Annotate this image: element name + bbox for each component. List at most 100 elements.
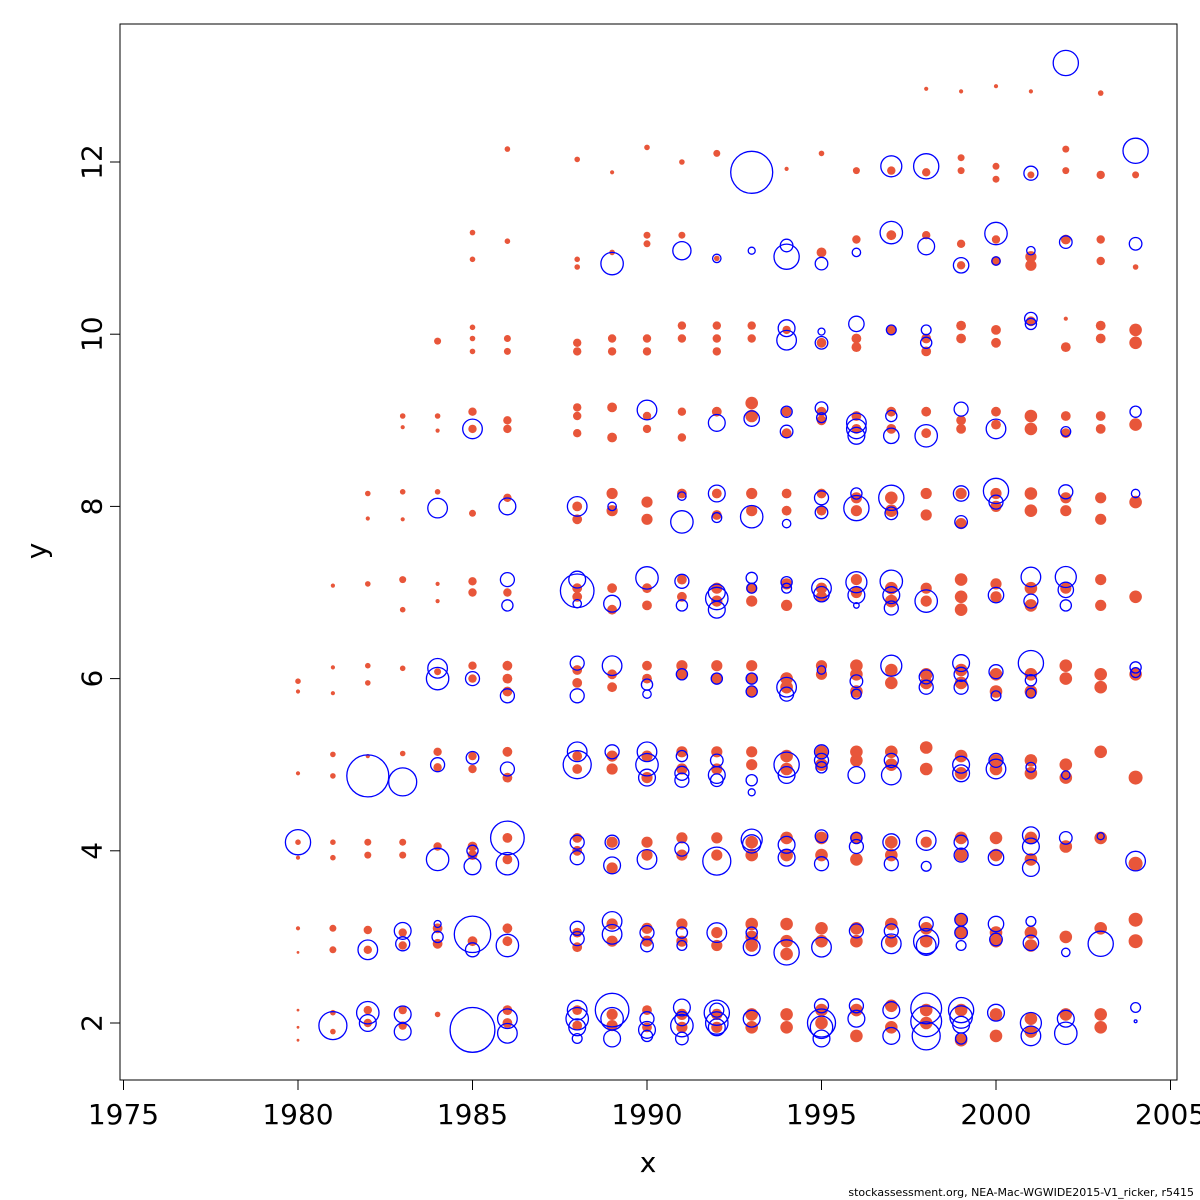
bubble-positive [677, 591, 687, 602]
bubble-positive [365, 581, 371, 587]
bubble-negative [464, 942, 481, 958]
bubble-negative [953, 834, 969, 850]
bubble-positive [296, 951, 300, 954]
bubble-negative [569, 655, 585, 671]
bubble-positive [330, 751, 336, 758]
bubble-positive [1129, 336, 1142, 350]
bubble-negative [986, 1003, 1006, 1022]
bubble-positive [330, 583, 335, 588]
bubble-negative [465, 750, 480, 765]
bubble-negative [777, 848, 796, 867]
bubble-positive [1060, 234, 1071, 245]
bubble-positive [330, 691, 335, 696]
bubble-positive [642, 334, 652, 343]
bubble-negative [952, 764, 971, 783]
bubble-positive [885, 491, 898, 505]
bubble-negative [1060, 425, 1072, 438]
bubble-positive [1062, 145, 1070, 153]
bubble-negative [952, 485, 970, 502]
bubble-negative [675, 926, 689, 939]
bubble-positive [606, 1008, 618, 1021]
bubble-positive [399, 606, 406, 613]
bubble-negative [1059, 599, 1073, 612]
bubble-positive [920, 595, 932, 607]
bubble-positive [851, 333, 862, 344]
bubble-negative [569, 834, 585, 850]
bubble-positive [330, 665, 335, 670]
bubble-negative [604, 834, 620, 850]
bubble-positive [1059, 672, 1073, 685]
bubble-negative [388, 767, 418, 797]
bubble-positive [815, 591, 828, 603]
bubble-positive [642, 411, 652, 421]
bubble-positive [992, 162, 1000, 170]
bubble-negative [813, 490, 830, 506]
bubble-positive [574, 264, 580, 270]
bubble-positive [469, 348, 476, 355]
bubble-positive [1024, 422, 1038, 436]
bubble-positive [921, 333, 932, 344]
bubble-negative [985, 418, 1007, 440]
bubble-negative [594, 992, 630, 1028]
bubble-positive [1024, 581, 1038, 595]
bubble-positive [610, 170, 615, 175]
bubble-negative [1056, 1009, 1075, 1028]
x-axis-label: x [640, 1146, 657, 1179]
bubble-negative [742, 1009, 761, 1028]
bubble-negative [879, 220, 904, 245]
bubble-negative [1024, 674, 1038, 687]
bubble-negative [569, 920, 585, 936]
bubble-positive [956, 261, 966, 270]
bubble-negative [914, 423, 939, 448]
bubble-negative [464, 670, 481, 687]
bubble-positive [365, 662, 371, 669]
bubble-positive [365, 516, 370, 521]
bubble-positive [641, 496, 653, 508]
bubble-positive [1094, 745, 1107, 759]
bubble-negative [987, 586, 1005, 604]
bubble-negative [745, 672, 758, 685]
bubble-negative [883, 600, 899, 616]
bubble-negative [704, 1011, 729, 1035]
bubble-negative [880, 155, 903, 178]
bubble-positive [991, 256, 1001, 266]
bubble-positive [502, 673, 513, 684]
bubble-positive [745, 917, 758, 931]
bubble-positive [745, 939, 758, 952]
bubble-negative [431, 930, 444, 944]
bubble-positive [746, 505, 758, 517]
bubble-positive [957, 154, 965, 162]
bubble-positive [572, 833, 583, 843]
bubble-positive [1063, 316, 1068, 321]
bubble-positive [1094, 668, 1107, 681]
bubble-positive [502, 1005, 513, 1015]
bubble-positive [677, 334, 687, 343]
bubble-positive [679, 159, 685, 165]
bubble-positive [607, 334, 617, 343]
bubble-negative [674, 772, 690, 788]
bubble-positive [886, 424, 897, 434]
bubble-negative [600, 251, 624, 276]
bubble-positive [850, 831, 863, 845]
bubble-positive [818, 150, 825, 157]
bubble-positive [641, 750, 653, 762]
bubble-negative [639, 1011, 655, 1027]
bubble-negative [911, 1021, 941, 1051]
bubble-negative [1026, 245, 1036, 256]
bubble-positive [432, 938, 443, 949]
bubble-negative [814, 505, 829, 520]
x-tick-label: 2005 [1135, 1098, 1200, 1131]
bubble-positive [991, 337, 1001, 348]
bubble-positive [989, 762, 1003, 776]
bubble-negative [847, 426, 866, 445]
bubble-positive [921, 346, 932, 357]
bubble-positive [574, 156, 580, 163]
bubble-negative [882, 586, 901, 605]
bubble-negative [778, 686, 795, 702]
bubble-positive [435, 599, 440, 604]
bubble-positive [886, 230, 897, 241]
bubble-positive [989, 1008, 1003, 1021]
bubble-negative [704, 586, 729, 611]
bubble-positive [1095, 411, 1106, 421]
bubble-negative [848, 315, 865, 333]
